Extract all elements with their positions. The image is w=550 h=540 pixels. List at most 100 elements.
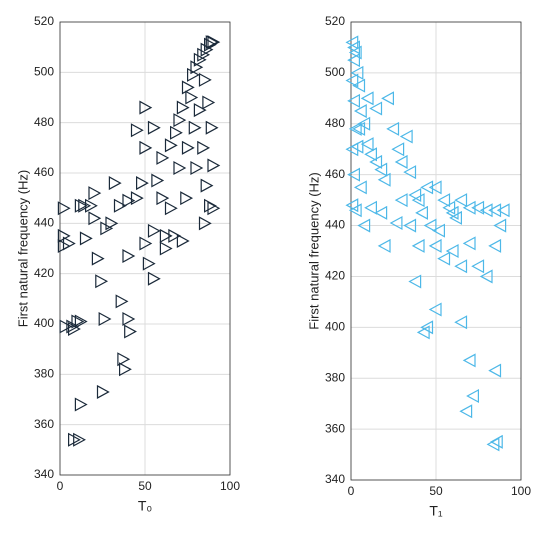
marker [71, 314, 85, 329]
x-tick-label: 0 [57, 479, 64, 493]
x-axis-label: T₁ [429, 503, 443, 519]
marker [74, 397, 88, 412]
marker [347, 93, 360, 108]
y-tick-label: 520 [34, 14, 54, 28]
x-tick-label: 50 [138, 479, 152, 493]
marker [364, 147, 377, 162]
marker [108, 176, 122, 191]
marker [357, 218, 371, 233]
y-tick-label: 400 [34, 316, 54, 330]
marker [381, 91, 394, 106]
marker [185, 90, 199, 105]
y-tick-label: 440 [325, 218, 345, 232]
marker [415, 205, 428, 220]
marker [471, 200, 485, 215]
marker [176, 100, 190, 115]
marker [117, 352, 131, 367]
marker [369, 101, 383, 116]
marker [449, 210, 462, 225]
y-tick-label: 340 [34, 467, 54, 481]
marker [386, 121, 400, 136]
marker [442, 200, 456, 215]
marker [411, 193, 425, 208]
marker [391, 142, 405, 157]
marker [79, 231, 93, 246]
y-tick-label: 500 [325, 65, 345, 79]
marker [445, 205, 459, 220]
marker [479, 203, 493, 218]
marker [462, 200, 476, 215]
marker [181, 80, 195, 95]
marker [345, 73, 359, 88]
marker [197, 140, 211, 155]
marker [207, 35, 221, 50]
marker [207, 201, 221, 216]
marker [403, 165, 417, 180]
marker [130, 123, 144, 138]
marker [115, 294, 129, 309]
marker [181, 140, 195, 155]
marker [142, 256, 156, 271]
marker [479, 269, 493, 284]
marker [95, 274, 109, 289]
y-axis-label: First natural frequency (Hz) [15, 170, 30, 328]
marker [374, 162, 388, 177]
y-tick-label: 480 [34, 115, 54, 129]
y-tick-label: 360 [34, 417, 54, 431]
marker [105, 216, 119, 231]
marker [57, 201, 71, 216]
marker [62, 236, 76, 251]
marker [488, 203, 502, 218]
marker [420, 320, 434, 335]
marker [74, 314, 88, 329]
x-tick-label: 50 [429, 484, 443, 498]
marker [193, 103, 207, 118]
marker [493, 218, 507, 233]
marker [139, 236, 153, 251]
marker [408, 188, 422, 203]
marker [207, 158, 221, 173]
marker [432, 223, 445, 238]
marker [164, 201, 178, 216]
marker [130, 191, 144, 206]
marker [159, 228, 173, 243]
marker [488, 363, 502, 378]
marker [176, 233, 190, 248]
marker [180, 191, 194, 206]
marker [399, 129, 413, 144]
marker [466, 389, 479, 404]
marker [353, 180, 367, 195]
marker [423, 218, 437, 233]
marker [139, 100, 153, 115]
marker [471, 259, 485, 274]
x-tick-label: 0 [348, 484, 355, 498]
marker [416, 325, 430, 340]
marker [164, 138, 178, 153]
y-axis-label: First natural frequency (Hz) [306, 172, 321, 330]
marker [488, 238, 502, 253]
marker [377, 238, 391, 253]
marker [389, 216, 403, 231]
marker [489, 434, 503, 449]
marker [91, 251, 105, 266]
y-tick-label: 420 [325, 269, 345, 283]
y-tick-label: 380 [34, 367, 54, 381]
marker [136, 176, 149, 191]
marker [122, 193, 136, 208]
y-tick-label: 380 [325, 370, 345, 384]
marker [348, 121, 362, 136]
marker [168, 228, 182, 243]
marker [59, 319, 73, 334]
marker [352, 121, 366, 136]
marker [459, 404, 473, 419]
marker [348, 203, 362, 218]
y-tick-label: 480 [325, 116, 345, 130]
marker [462, 353, 476, 368]
marker [200, 178, 214, 193]
marker [173, 160, 187, 175]
marker [369, 154, 383, 169]
y-tick-label: 440 [34, 216, 54, 230]
marker [454, 315, 468, 330]
marker [350, 139, 364, 154]
